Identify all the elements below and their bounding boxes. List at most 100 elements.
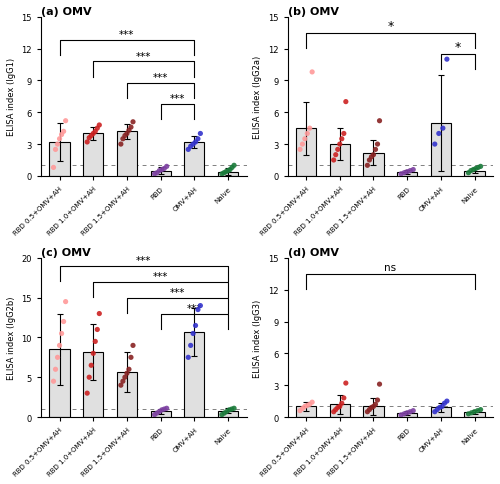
- Point: [223, 408, 231, 415]
- Bar: [50, 349, 70, 417]
- Point: [370, 403, 378, 410]
- Point: [340, 394, 348, 402]
- Bar: [150, 171, 171, 177]
- Point: [125, 127, 133, 135]
- Point: [308, 69, 316, 76]
- Point: [194, 136, 202, 143]
- Point: [409, 166, 417, 174]
- Point: [368, 404, 376, 411]
- Point: [474, 164, 482, 172]
- Point: [474, 407, 482, 415]
- Text: (b) OMV: (b) OMV: [288, 7, 339, 17]
- Point: [162, 405, 170, 412]
- Text: ns: ns: [384, 263, 396, 272]
- Bar: [330, 145, 350, 177]
- Text: ***: ***: [119, 30, 134, 40]
- Point: [196, 130, 204, 138]
- Bar: [218, 172, 238, 177]
- Text: (a) OMV: (a) OMV: [41, 7, 92, 17]
- Bar: [397, 413, 417, 417]
- Bar: [83, 134, 103, 177]
- Point: [58, 330, 66, 338]
- Point: [121, 133, 129, 140]
- Point: [60, 128, 68, 136]
- Y-axis label: ELISA index (IgG3): ELISA index (IgG3): [254, 299, 262, 377]
- Point: [364, 408, 372, 416]
- Point: [87, 362, 95, 369]
- Point: [364, 162, 372, 170]
- Point: [438, 403, 446, 410]
- Point: [189, 141, 197, 149]
- Point: [342, 99, 350, 106]
- Point: [196, 302, 204, 310]
- Point: [368, 153, 376, 161]
- Point: [189, 330, 197, 338]
- Bar: [218, 411, 238, 417]
- Point: [158, 166, 166, 174]
- Bar: [364, 407, 384, 417]
- Point: [220, 409, 228, 417]
- Point: [117, 381, 125, 389]
- Point: [89, 130, 97, 138]
- Point: [96, 310, 104, 318]
- Point: [464, 410, 472, 418]
- Bar: [430, 123, 451, 177]
- Bar: [50, 143, 70, 177]
- Point: [403, 409, 411, 417]
- Point: [366, 406, 374, 414]
- Point: [127, 354, 135, 362]
- Point: [58, 131, 66, 139]
- Point: [94, 326, 102, 333]
- Point: [443, 56, 451, 64]
- Text: (c) OMV: (c) OMV: [41, 247, 91, 257]
- Point: [332, 406, 340, 414]
- Point: [374, 141, 382, 149]
- Point: [409, 407, 417, 415]
- Text: ***: ***: [153, 73, 168, 83]
- Point: [403, 168, 411, 176]
- Text: ***: ***: [153, 272, 168, 281]
- Point: [160, 406, 168, 413]
- Point: [50, 378, 58, 385]
- Point: [464, 169, 472, 177]
- Point: [330, 408, 338, 416]
- Point: [301, 136, 309, 143]
- Point: [52, 365, 60, 373]
- Point: [298, 405, 306, 412]
- Point: [62, 298, 70, 306]
- Point: [56, 342, 64, 349]
- Point: [228, 164, 236, 172]
- Point: [308, 398, 316, 406]
- Point: [470, 166, 478, 174]
- Point: [184, 146, 192, 154]
- Y-axis label: ELISA index (IgG2b): ELISA index (IgG2b): [7, 296, 16, 379]
- Point: [440, 399, 448, 407]
- Point: [298, 141, 306, 149]
- Point: [372, 401, 380, 408]
- Bar: [464, 412, 484, 417]
- Point: [194, 306, 202, 314]
- Text: *: *: [387, 20, 394, 33]
- Point: [342, 379, 350, 387]
- Bar: [296, 407, 316, 417]
- Text: ***: ***: [136, 256, 152, 265]
- Point: [54, 354, 62, 362]
- Point: [222, 168, 230, 176]
- Point: [94, 125, 102, 133]
- Point: [85, 135, 93, 142]
- Point: [334, 146, 342, 154]
- Point: [220, 169, 228, 177]
- Point: [433, 406, 441, 414]
- Text: ***: ***: [136, 51, 152, 61]
- Point: [376, 380, 384, 388]
- Point: [296, 407, 304, 415]
- Point: [62, 118, 70, 125]
- Point: [372, 146, 380, 154]
- Point: [89, 350, 97, 358]
- Text: ***: ***: [170, 94, 185, 104]
- Bar: [364, 153, 384, 177]
- Point: [218, 411, 226, 419]
- Bar: [430, 408, 451, 417]
- Point: [435, 130, 443, 138]
- Point: [129, 342, 137, 349]
